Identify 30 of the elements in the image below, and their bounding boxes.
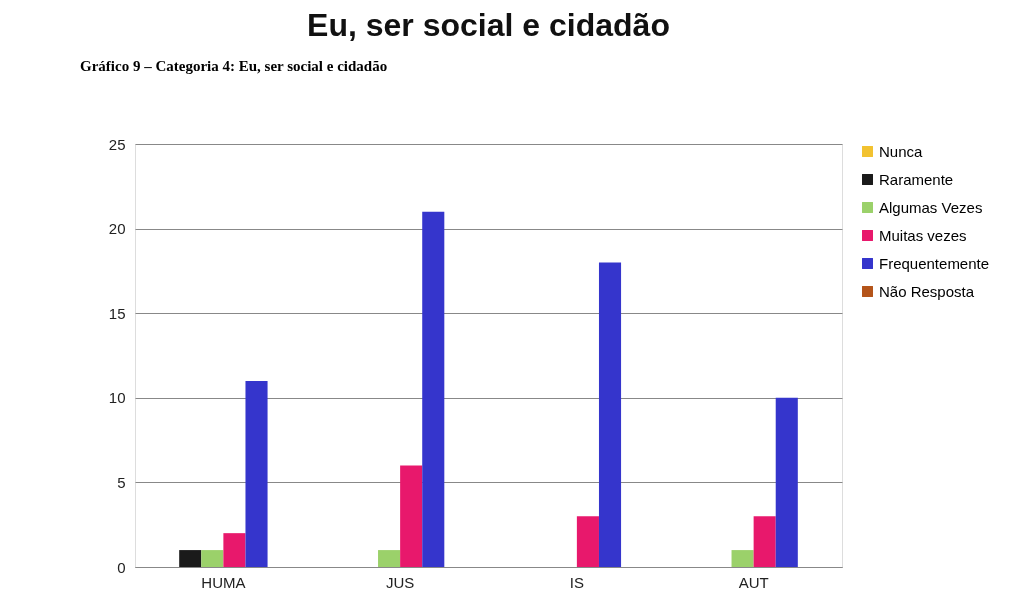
bar xyxy=(223,533,246,567)
x-tick-label: IS xyxy=(569,573,584,591)
y-tick-label: 20 xyxy=(108,220,126,238)
bar xyxy=(179,550,202,567)
bar xyxy=(378,550,401,567)
bar xyxy=(422,211,445,567)
y-tick-label: 5 xyxy=(117,473,126,491)
chart-title: Eu, ser social e cidadão xyxy=(307,7,670,43)
legend-label: Muitas vezes xyxy=(879,226,967,244)
y-tick-label: 10 xyxy=(108,389,126,407)
y-tick-label: 15 xyxy=(108,304,126,322)
legend-label: Frequentemente xyxy=(879,254,990,272)
x-tick-label: JUS xyxy=(385,573,415,591)
x-tick-label: HUMA xyxy=(201,573,246,591)
legend-label: Não Resposta xyxy=(879,282,975,300)
text: Gráfico 9 – Categoria 4: Eu, ser social e cidadão xyxy=(80,58,388,74)
bar xyxy=(576,516,599,567)
y-tick-label: 0 xyxy=(117,558,126,576)
legend-label: Raramente xyxy=(879,170,954,188)
bar xyxy=(201,550,224,567)
x-tick-label: AUT xyxy=(738,573,769,591)
bar xyxy=(598,262,622,567)
bar xyxy=(400,465,423,567)
bar xyxy=(731,550,754,567)
bar xyxy=(245,380,268,567)
legend-label: Nunca xyxy=(879,142,924,160)
bar xyxy=(753,516,776,567)
legend-label: Algumas Vezes xyxy=(879,198,983,216)
bar xyxy=(775,397,798,567)
y-tick-label: 25 xyxy=(108,135,126,153)
